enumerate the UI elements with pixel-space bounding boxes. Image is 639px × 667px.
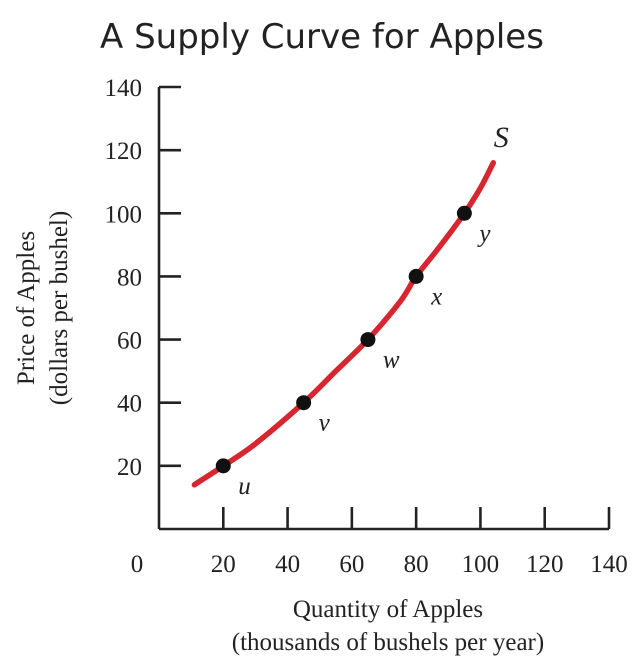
data-point-v (296, 395, 312, 411)
x-tick-label: 120 (526, 551, 564, 578)
data-point-w (360, 332, 376, 348)
supply-curve-layer: S (191, 121, 509, 488)
y-tick-label: 20 (117, 454, 142, 481)
y-tick-label: 60 (117, 328, 142, 355)
x-tick-label: 80 (404, 551, 429, 578)
supply-curve-line (191, 160, 497, 488)
point-label-w: w (383, 347, 400, 374)
y-tick-label: 40 (117, 391, 142, 418)
x-tick-label: 20 (211, 551, 236, 578)
y-axis-label: Price of Apples (dollars per bushel) (13, 211, 73, 405)
y-tick-label: 100 (105, 201, 143, 228)
x-tick-label: 100 (462, 551, 500, 578)
data-points-layer: u v w x y (215, 205, 491, 500)
y-axis-label-line-2: (dollars per bushel) (46, 211, 73, 405)
x-axis-label-line-1: Quantity of Apples (293, 596, 483, 623)
supply-curve-label: S (494, 121, 509, 154)
point-label-x: x (430, 283, 442, 310)
x-tick-label: 40 (275, 551, 300, 578)
point-label-u: u (238, 473, 251, 500)
origin-label: 0 (131, 551, 144, 578)
data-point-x (408, 268, 424, 284)
y-tick-label: 140 (105, 75, 143, 102)
x-tick-label: 140 (590, 551, 628, 578)
y-tick-label: 80 (117, 264, 142, 291)
point-label-v: v (319, 410, 331, 437)
point-label-y: y (476, 220, 491, 247)
y-axis-label-line-1: Price of Apples (13, 231, 40, 385)
axes: 20 40 60 80 100 120 140 20 40 60 80 100 120 140 0 (105, 75, 628, 578)
y-tick-label: 120 (105, 138, 143, 165)
data-point-u (215, 458, 231, 474)
data-point-y (456, 205, 472, 221)
chart-title: A Supply Curve for Apples (100, 17, 544, 57)
x-tick-label: 60 (339, 551, 364, 578)
x-axis-label-line-2: (thousands of bushels per year) (232, 629, 544, 656)
